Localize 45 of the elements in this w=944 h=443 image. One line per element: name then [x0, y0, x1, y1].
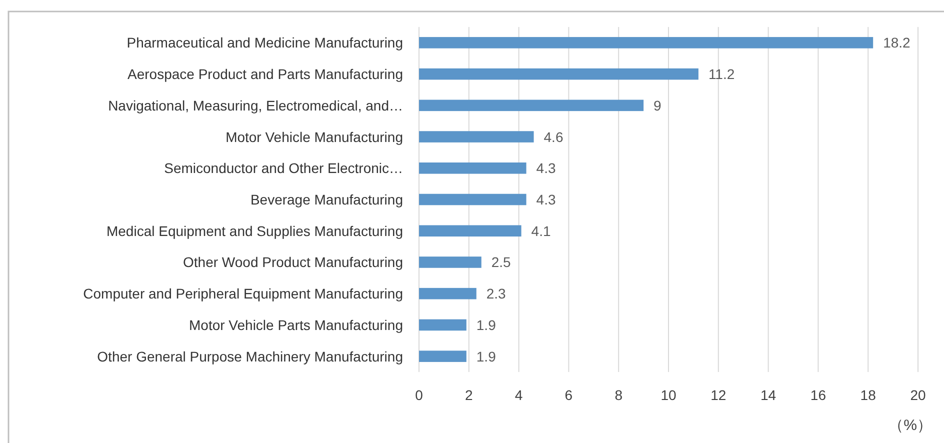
- bar: [419, 162, 526, 174]
- bar: [419, 256, 482, 268]
- y-tick-label: Other Wood Product Manufacturing: [183, 254, 403, 270]
- bar: [419, 68, 698, 80]
- x-tick-label: 16: [810, 387, 826, 403]
- data-label: 4.6: [544, 128, 564, 145]
- data-label: 18.2: [883, 34, 911, 51]
- bar: [419, 194, 526, 206]
- x-tick-label: 20: [910, 387, 926, 403]
- x-tick-label: 12: [710, 387, 726, 403]
- data-label: 2.5: [491, 254, 512, 270]
- y-tick-label: Semiconductor and Other Electronic…: [164, 160, 403, 176]
- x-tick-label: 0: [415, 387, 424, 403]
- x-tick-label: 10: [660, 387, 676, 403]
- x-tick-label: 14: [760, 387, 776, 403]
- x-tick-label: 18: [860, 387, 876, 403]
- x-tick-label: 6: [564, 387, 573, 403]
- y-tick-label: Aerospace Product and Parts Manufacturing: [128, 66, 403, 82]
- bar: [419, 225, 522, 237]
- data-label: 4.1: [531, 222, 551, 239]
- y-tick-label: Other General Purpose Machinery Manufacturing: [97, 348, 403, 364]
- data-label: 1.9: [476, 316, 496, 333]
- y-tick-label: Pharmaceutical and Medicine Manufacturing: [126, 34, 403, 51]
- y-tick-label: Motor Vehicle Manufacturing: [226, 128, 403, 145]
- y-tick-label: Medical Equipment and Supplies Manufacturing: [106, 222, 403, 239]
- bar: [419, 319, 466, 331]
- y-tick-label: Motor Vehicle Parts Manufacturing: [189, 316, 403, 333]
- x-tick-label: 8: [614, 387, 623, 403]
- bar: [419, 100, 644, 112]
- x-tick-label: 4: [514, 387, 523, 403]
- y-tick-label: Computer and Peripheral Equipment Manufacturing: [83, 286, 403, 302]
- data-label: 4.3: [536, 160, 556, 176]
- bar: [419, 288, 476, 300]
- bar: [419, 37, 874, 48]
- data-label: 11.2: [708, 66, 735, 82]
- bar: [419, 350, 466, 362]
- data-label: 4.3: [536, 192, 556, 208]
- data-label: 9: [654, 97, 662, 114]
- x-tick-label: 2: [465, 387, 473, 403]
- x-axis-title: （%）: [888, 417, 932, 434]
- data-label: 2.3: [486, 286, 506, 302]
- bar: [419, 131, 534, 142]
- y-tick-label: Navigational, Measuring, Electromedical, and…: [108, 97, 403, 114]
- data-label: 1.9: [476, 348, 496, 364]
- y-tick-label: Beverage Manufacturing: [250, 192, 403, 208]
